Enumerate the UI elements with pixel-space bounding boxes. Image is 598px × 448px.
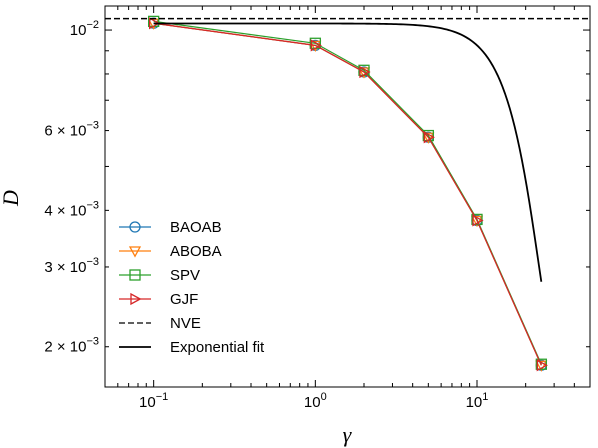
y-tick-label: 3 × 10−3 [44, 256, 99, 276]
legend-label-exponential-fit: Exponential fit [170, 339, 265, 356]
y-tick-label: 4 × 10−3 [44, 199, 99, 219]
data-point-gjf [536, 359, 548, 372]
data-point-spv [535, 358, 547, 370]
exponential-fit-line [153, 22, 543, 282]
data-point-spv [471, 213, 483, 226]
data-point-aboba [470, 215, 484, 228]
y-axis-label: D [0, 190, 23, 207]
legend: BAOAB ABOBA SPV GJF NVE Exponential fit [119, 219, 265, 356]
legend-label-spv: SPV [170, 267, 200, 284]
y-tick-label: 6 × 10−3 [44, 120, 99, 140]
x-tick-label: 10−1 [139, 391, 168, 411]
legend-marker-baoab [129, 221, 141, 233]
legend-label-nve: NVE [170, 315, 201, 332]
legend-label-aboba: ABOBA [170, 243, 222, 260]
legend-label-baoab: BAOAB [170, 219, 222, 236]
series-layer [105, 15, 590, 372]
legend-marker-spv [129, 269, 141, 281]
data-point-gjf [310, 39, 322, 52]
plot-area [104, 5, 591, 388]
x-axis-label: γ [343, 422, 353, 447]
y-tick-label: 2 × 10−3 [44, 336, 99, 356]
series-line-gjf [153, 22, 542, 366]
data-point-gjf [423, 131, 435, 144]
data-point-aboba [535, 360, 548, 372]
data-point-aboba [422, 132, 435, 144]
legend-label-gjf: GJF [170, 291, 198, 308]
x-tick-label: 100 [304, 391, 327, 411]
data-point-gjf [149, 17, 161, 30]
y-tick-label: 10−2 [70, 19, 99, 39]
x-tick-label: 101 [466, 391, 489, 411]
data-point-gjf [472, 214, 484, 227]
legend-marker-aboba [128, 246, 142, 258]
legend-marker-gjf [130, 292, 142, 306]
data-point-aboba [309, 40, 322, 53]
ticks-layer: 10−1 100 101 10−2 6 × 10−3 4 × 10−3 3 × 10−3 2 … [44, 6, 590, 411]
data-point-gjf [359, 65, 371, 79]
